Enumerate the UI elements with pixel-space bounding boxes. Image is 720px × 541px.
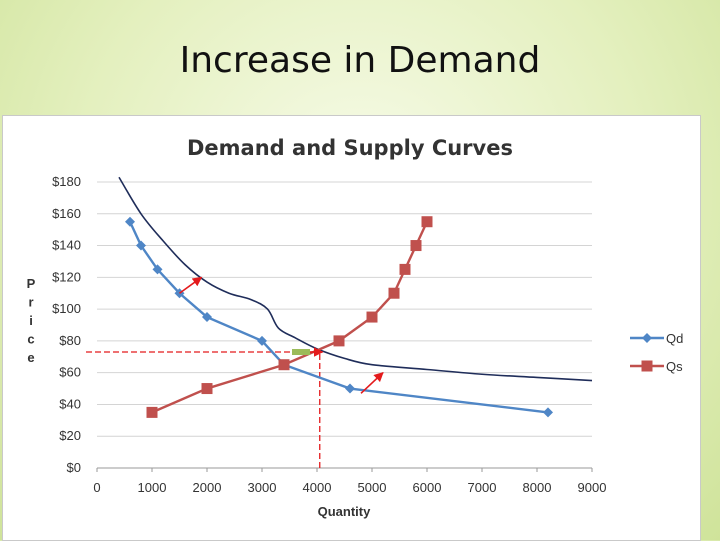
y-tick-label: $40 — [59, 396, 81, 411]
shifted-demand-curve — [118, 176, 593, 382]
legend-marker-qd — [642, 333, 652, 343]
series-line-qd — [128, 221, 549, 414]
legend-marker-qs — [641, 360, 653, 372]
x-tick-label: 8000 — [523, 480, 552, 495]
x-tick-label: 7000 — [468, 480, 497, 495]
x-tick-label: 1000 — [138, 480, 167, 495]
x-tick-label: 2000 — [193, 480, 222, 495]
y-tick-label: $0 — [67, 460, 81, 475]
shift-arrow — [179, 276, 203, 294]
series-line-qs — [151, 221, 429, 414]
x-tick-label: 6000 — [413, 480, 442, 495]
series-group — [118, 176, 593, 418]
data-point-qd — [202, 312, 212, 323]
y-axis-ticks: $0 $20 $40 $60 $80 $100 $120 $140 $160 $180 — [52, 174, 81, 475]
data-point-qs — [410, 240, 422, 252]
data-point-qs — [388, 287, 400, 299]
reference-lines — [86, 351, 323, 468]
x-axis-label: Quantity — [318, 504, 371, 519]
y-tick-label: $100 — [52, 301, 81, 316]
data-point-qs — [399, 263, 411, 275]
y-tick-label: $80 — [59, 333, 81, 348]
legend-label-qs: Qs — [666, 359, 683, 374]
data-point-qd — [125, 216, 135, 227]
data-point-qd — [257, 335, 267, 346]
x-tick-label: 0 — [93, 480, 100, 495]
data-point-qd — [152, 264, 163, 275]
y-axis-label-letter: e — [27, 350, 34, 365]
data-point-qs — [278, 359, 290, 371]
y-tick-label: $160 — [52, 206, 81, 221]
x-tick-label: 4000 — [303, 480, 332, 495]
data-point-qs — [421, 216, 433, 228]
slide-title: Increase in Demand — [179, 40, 541, 81]
y-tick-label: $20 — [59, 428, 81, 443]
y-axis-label-letter: c — [27, 332, 34, 347]
y-tick-label: $140 — [52, 238, 81, 253]
data-point-qs — [333, 335, 345, 347]
data-point-qd — [136, 240, 146, 251]
data-point-qs — [366, 311, 378, 323]
data-point-qd — [543, 407, 553, 418]
y-tick-label: $60 — [59, 365, 81, 380]
chart-title: Demand and Supply Curves — [187, 136, 513, 160]
legend-label-qd: Qd — [666, 331, 683, 346]
x-tick-label: 5000 — [358, 480, 387, 495]
x-axis-ticks: 0 1000 2000 3000 4000 5000 6000 7000 8000 9000 — [93, 468, 606, 495]
legend: Qd Qs — [630, 331, 683, 374]
data-point-qd — [345, 383, 355, 394]
gridlines — [97, 181, 592, 469]
data-point-qs — [146, 406, 158, 418]
equilibrium-marker — [292, 349, 310, 356]
y-tick-label: $180 — [52, 174, 81, 189]
y-axis-label-letter: P — [27, 276, 36, 291]
chart-frame — [2, 115, 701, 541]
y-tick-label: $120 — [52, 269, 81, 284]
y-axis-label-letter: r — [28, 295, 33, 310]
y-axis-label-letter: i — [29, 313, 33, 328]
x-tick-label: 9000 — [578, 480, 607, 495]
annotations — [179, 276, 384, 394]
data-point-qs — [201, 383, 213, 395]
x-tick-label: 3000 — [248, 480, 277, 495]
shift-arrow — [360, 372, 384, 394]
